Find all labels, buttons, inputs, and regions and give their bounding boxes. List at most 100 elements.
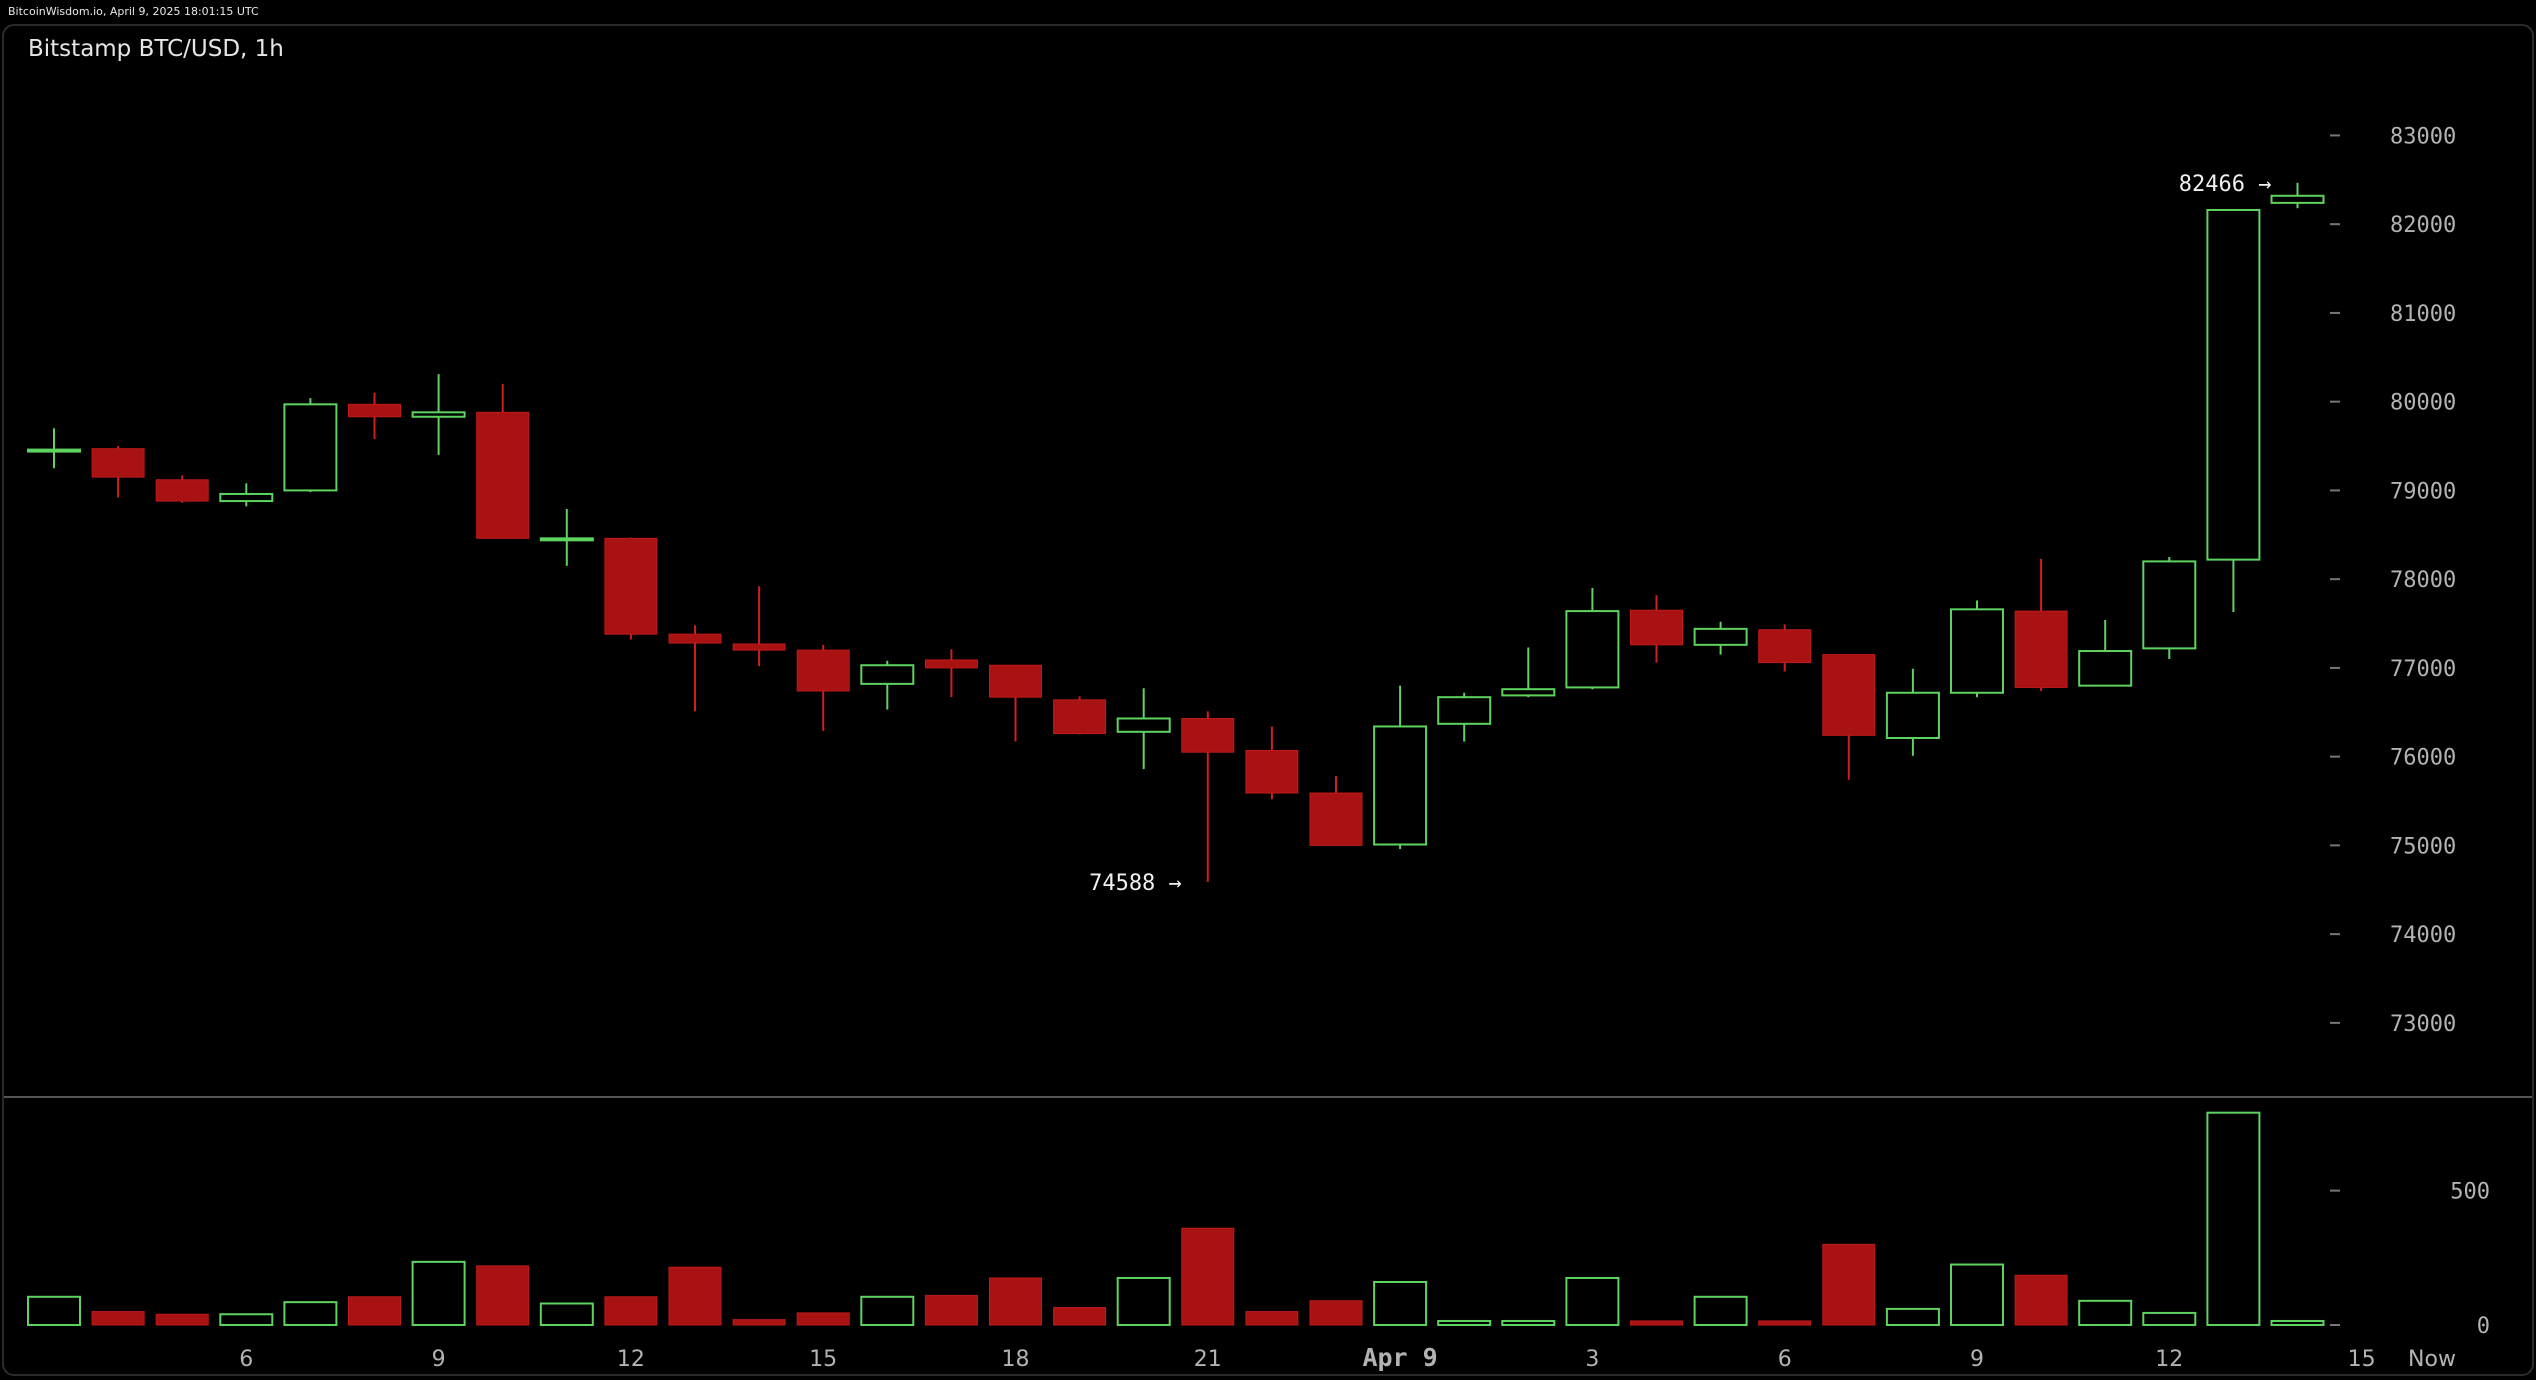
volume-tick-label: 500 bbox=[2450, 1180, 2490, 1205]
volume-bar-up bbox=[219, 1313, 274, 1326]
candle-body-down bbox=[1758, 629, 1812, 664]
time-tick-label: 21 bbox=[1194, 1347, 1222, 1372]
price-tick-label: 79000 bbox=[2390, 479, 2456, 504]
time-tick-label: 6 bbox=[239, 1347, 253, 1372]
time-tick-label: 15 bbox=[809, 1347, 837, 1372]
volume-bar-up bbox=[539, 1302, 594, 1326]
volume-bar-down bbox=[1758, 1320, 1812, 1326]
volume-bar-down bbox=[1053, 1307, 1107, 1326]
volume-bar-up bbox=[1116, 1276, 1171, 1326]
price-tick-label: 80000 bbox=[2390, 391, 2456, 416]
candle-body-down bbox=[348, 403, 401, 418]
volume-bar-down bbox=[924, 1294, 978, 1326]
volume-bar-up bbox=[1885, 1307, 1940, 1326]
price-tick-label: 81000 bbox=[2390, 302, 2456, 327]
price-tick-label: 76000 bbox=[2390, 746, 2456, 771]
candle-body-down bbox=[1053, 699, 1107, 735]
candle-body-up bbox=[1437, 696, 1492, 725]
time-tick-label: 12 bbox=[617, 1347, 645, 1372]
candle-body-down bbox=[1181, 717, 1235, 753]
candle-body-up bbox=[1373, 725, 1428, 846]
price-tick-label: 73000 bbox=[2390, 1012, 2456, 1037]
time-tick-label: 12 bbox=[2155, 1347, 2183, 1372]
candle-body-up bbox=[1950, 608, 2004, 694]
volume-bar-down bbox=[604, 1296, 658, 1326]
time-tick-label: Apr 9 bbox=[1362, 1343, 1437, 1372]
time-tick-label: 9 bbox=[1970, 1347, 1984, 1372]
volume-bar-up bbox=[1950, 1263, 2004, 1326]
candle-body-up bbox=[1693, 627, 1748, 646]
volume-bar-up bbox=[1693, 1295, 1748, 1326]
candle-body-up bbox=[1565, 610, 1620, 689]
volume-bar-down bbox=[348, 1296, 401, 1326]
candle-body-up bbox=[539, 537, 594, 542]
volume-bar-up bbox=[1501, 1319, 1556, 1326]
candle-body-down bbox=[604, 537, 658, 635]
volume-bar-up bbox=[411, 1260, 466, 1326]
volume-bar-up bbox=[27, 1295, 81, 1326]
time-tick-label: 18 bbox=[1002, 1347, 1030, 1372]
candle-body-down bbox=[732, 643, 786, 651]
candle-body-up bbox=[860, 664, 915, 685]
price-tick-label: 83000 bbox=[2390, 124, 2456, 149]
volume-bar-up bbox=[2142, 1311, 2197, 1326]
price-tick-label: 77000 bbox=[2390, 657, 2456, 682]
volume-bar-down bbox=[732, 1319, 786, 1326]
volume-bar-down bbox=[476, 1265, 530, 1326]
price-tick-label: 78000 bbox=[2390, 568, 2456, 593]
candle-body-up bbox=[2078, 650, 2133, 687]
volume-bar-down bbox=[1309, 1300, 1363, 1326]
price-tick-label: 75000 bbox=[2390, 834, 2456, 859]
volume-bar-up bbox=[1437, 1319, 1492, 1326]
price-extreme-annotation: 82466 → bbox=[2179, 172, 2272, 197]
candle-body-down bbox=[476, 411, 530, 539]
time-tick-label: 6 bbox=[1778, 1347, 1792, 1372]
candle-body-down bbox=[2014, 610, 2068, 688]
time-tick-label: 3 bbox=[1585, 1347, 1599, 1372]
price-tick-label: 74000 bbox=[2390, 923, 2456, 948]
candle-body-down bbox=[796, 649, 850, 692]
volume-bar-down bbox=[796, 1312, 850, 1326]
volume-bar-down bbox=[989, 1277, 1042, 1326]
candle-body-up bbox=[1116, 717, 1171, 733]
price-extreme-annotation: 74588 → bbox=[1089, 871, 1182, 896]
candle-body-down bbox=[989, 664, 1042, 698]
watermark: BitcoinWisdom.io, April 9, 2025 18:01:15… bbox=[8, 5, 259, 18]
time-tick-label: 9 bbox=[432, 1347, 446, 1372]
candle-body-down bbox=[1630, 609, 1683, 646]
volume-bar-down bbox=[668, 1266, 722, 1326]
candle-body-down bbox=[91, 448, 145, 478]
volume-bar-down bbox=[91, 1311, 145, 1326]
candle-body-up bbox=[2206, 208, 2261, 561]
time-tick-label: 15 bbox=[2348, 1347, 2376, 1372]
candle-body-up bbox=[1885, 691, 1940, 740]
candle-body-up bbox=[27, 448, 81, 453]
candle-body-up bbox=[219, 492, 274, 503]
volume-bar-down bbox=[1245, 1311, 1299, 1326]
volume-tick-label: 0 bbox=[2477, 1314, 2490, 1339]
volume-bar-down bbox=[1822, 1243, 1876, 1326]
candle-body-up bbox=[283, 403, 338, 492]
volume-bar-up bbox=[2078, 1299, 2133, 1326]
volume-bar-up bbox=[1565, 1276, 1620, 1326]
candle-body-up bbox=[1501, 688, 1556, 697]
volume-bar-down bbox=[1181, 1227, 1235, 1326]
volume-bar-up bbox=[2270, 1319, 2325, 1326]
volume-bar-down bbox=[155, 1313, 209, 1326]
candle-body-down bbox=[668, 633, 722, 644]
candle-body-up bbox=[2142, 560, 2197, 650]
volume-bar-up bbox=[1373, 1281, 1428, 1326]
volume-bar-up bbox=[2206, 1111, 2261, 1326]
chart-frame bbox=[2, 24, 2534, 1376]
price-tick-label: 82000 bbox=[2390, 213, 2456, 238]
volume-bar-up bbox=[283, 1301, 338, 1326]
candle-body-down bbox=[1245, 749, 1299, 794]
candle-body-down bbox=[1822, 654, 1876, 736]
volume-bar-down bbox=[2014, 1274, 2068, 1326]
chart-title: Bitstamp BTC/USD, 1h bbox=[28, 36, 284, 62]
time-tick-label: Now bbox=[2408, 1347, 2456, 1372]
candle-body-down bbox=[155, 479, 209, 502]
volume-bar-up bbox=[860, 1295, 915, 1326]
volume-bar-down bbox=[1630, 1320, 1683, 1326]
